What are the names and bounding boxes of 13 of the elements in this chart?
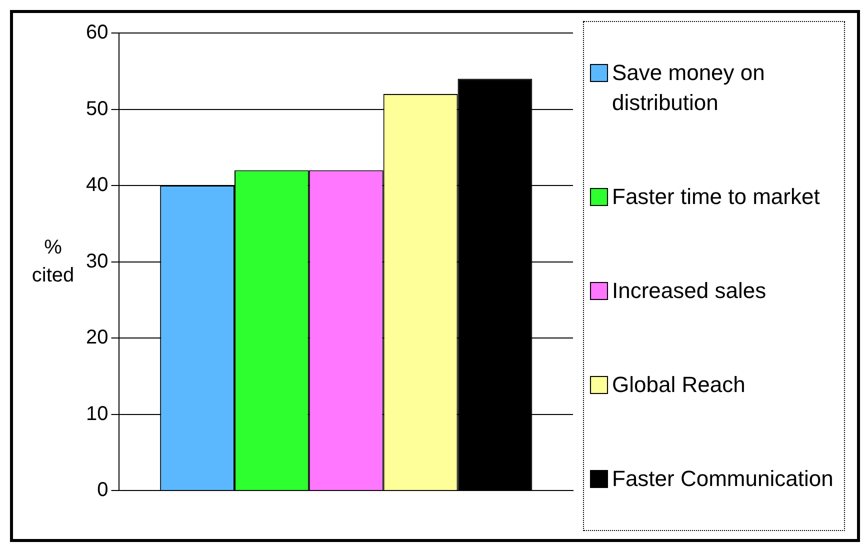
y-tick-label: 0	[97, 479, 108, 502]
y-tick-label: 40	[86, 174, 108, 196]
y-tick-label: 20	[86, 326, 108, 349]
y-tick-label: 50	[86, 98, 108, 120]
y-axis-title: % cited	[32, 236, 74, 286]
y-tick-label: 30	[86, 250, 108, 272]
legend-label: Increased sales	[612, 277, 766, 305]
legend-label: Save money on distribution	[612, 59, 766, 117]
y-tick-label: 60	[86, 22, 108, 44]
legend-label: Faster time to market	[612, 183, 820, 211]
y-tick-label: 10	[86, 402, 108, 425]
legend-label: Faster Communication	[612, 465, 834, 493]
legend-label: Global Reach	[612, 371, 746, 399]
